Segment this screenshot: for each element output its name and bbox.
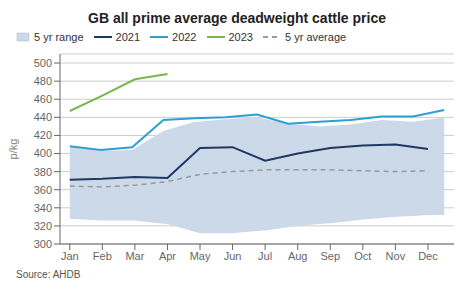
svg-text:Feb: Feb <box>93 250 112 262</box>
svg-text:440: 440 <box>34 111 52 123</box>
svg-text:Mar: Mar <box>125 250 144 262</box>
svg-text:Jun: Jun <box>224 250 242 262</box>
svg-text:Jul: Jul <box>258 250 272 262</box>
svg-text:420: 420 <box>34 129 52 141</box>
svg-text:500: 500 <box>34 57 52 69</box>
svg-text:Dec: Dec <box>418 250 438 262</box>
html-text:Source: AHDB: Source: AHDB <box>16 269 81 280</box>
svg-text:400: 400 <box>34 147 52 159</box>
svg-text:Jan: Jan <box>61 250 79 262</box>
svg-text:Sep: Sep <box>320 250 340 262</box>
html-text:2022: 2022 <box>172 31 197 43</box>
svg-text:Oct: Oct <box>354 250 371 262</box>
html-text:5 yr average: 5 yr average <box>285 31 347 43</box>
html-text:2021: 2021 <box>115 31 140 43</box>
svg-text:320: 320 <box>34 220 52 232</box>
svg-text:Nov: Nov <box>386 250 406 262</box>
svg-text:340: 340 <box>34 202 52 214</box>
svg-text:Apr: Apr <box>159 250 176 262</box>
svg-text:380: 380 <box>34 166 52 178</box>
html-text:GB all prime average deadweigh: GB all prime average deadweight cattle p… <box>88 10 386 26</box>
svg-text:480: 480 <box>34 75 52 87</box>
svg-text:300: 300 <box>34 238 52 250</box>
svg-text:Aug: Aug <box>288 250 308 262</box>
svg-text:May: May <box>190 250 211 262</box>
svg-text:p/kg: p/kg <box>8 139 19 160</box>
svg-text:460: 460 <box>34 93 52 105</box>
svg-text:360: 360 <box>34 184 52 196</box>
html-text:5 yr range: 5 yr range <box>34 31 84 43</box>
html-text:2023: 2023 <box>228 31 253 43</box>
